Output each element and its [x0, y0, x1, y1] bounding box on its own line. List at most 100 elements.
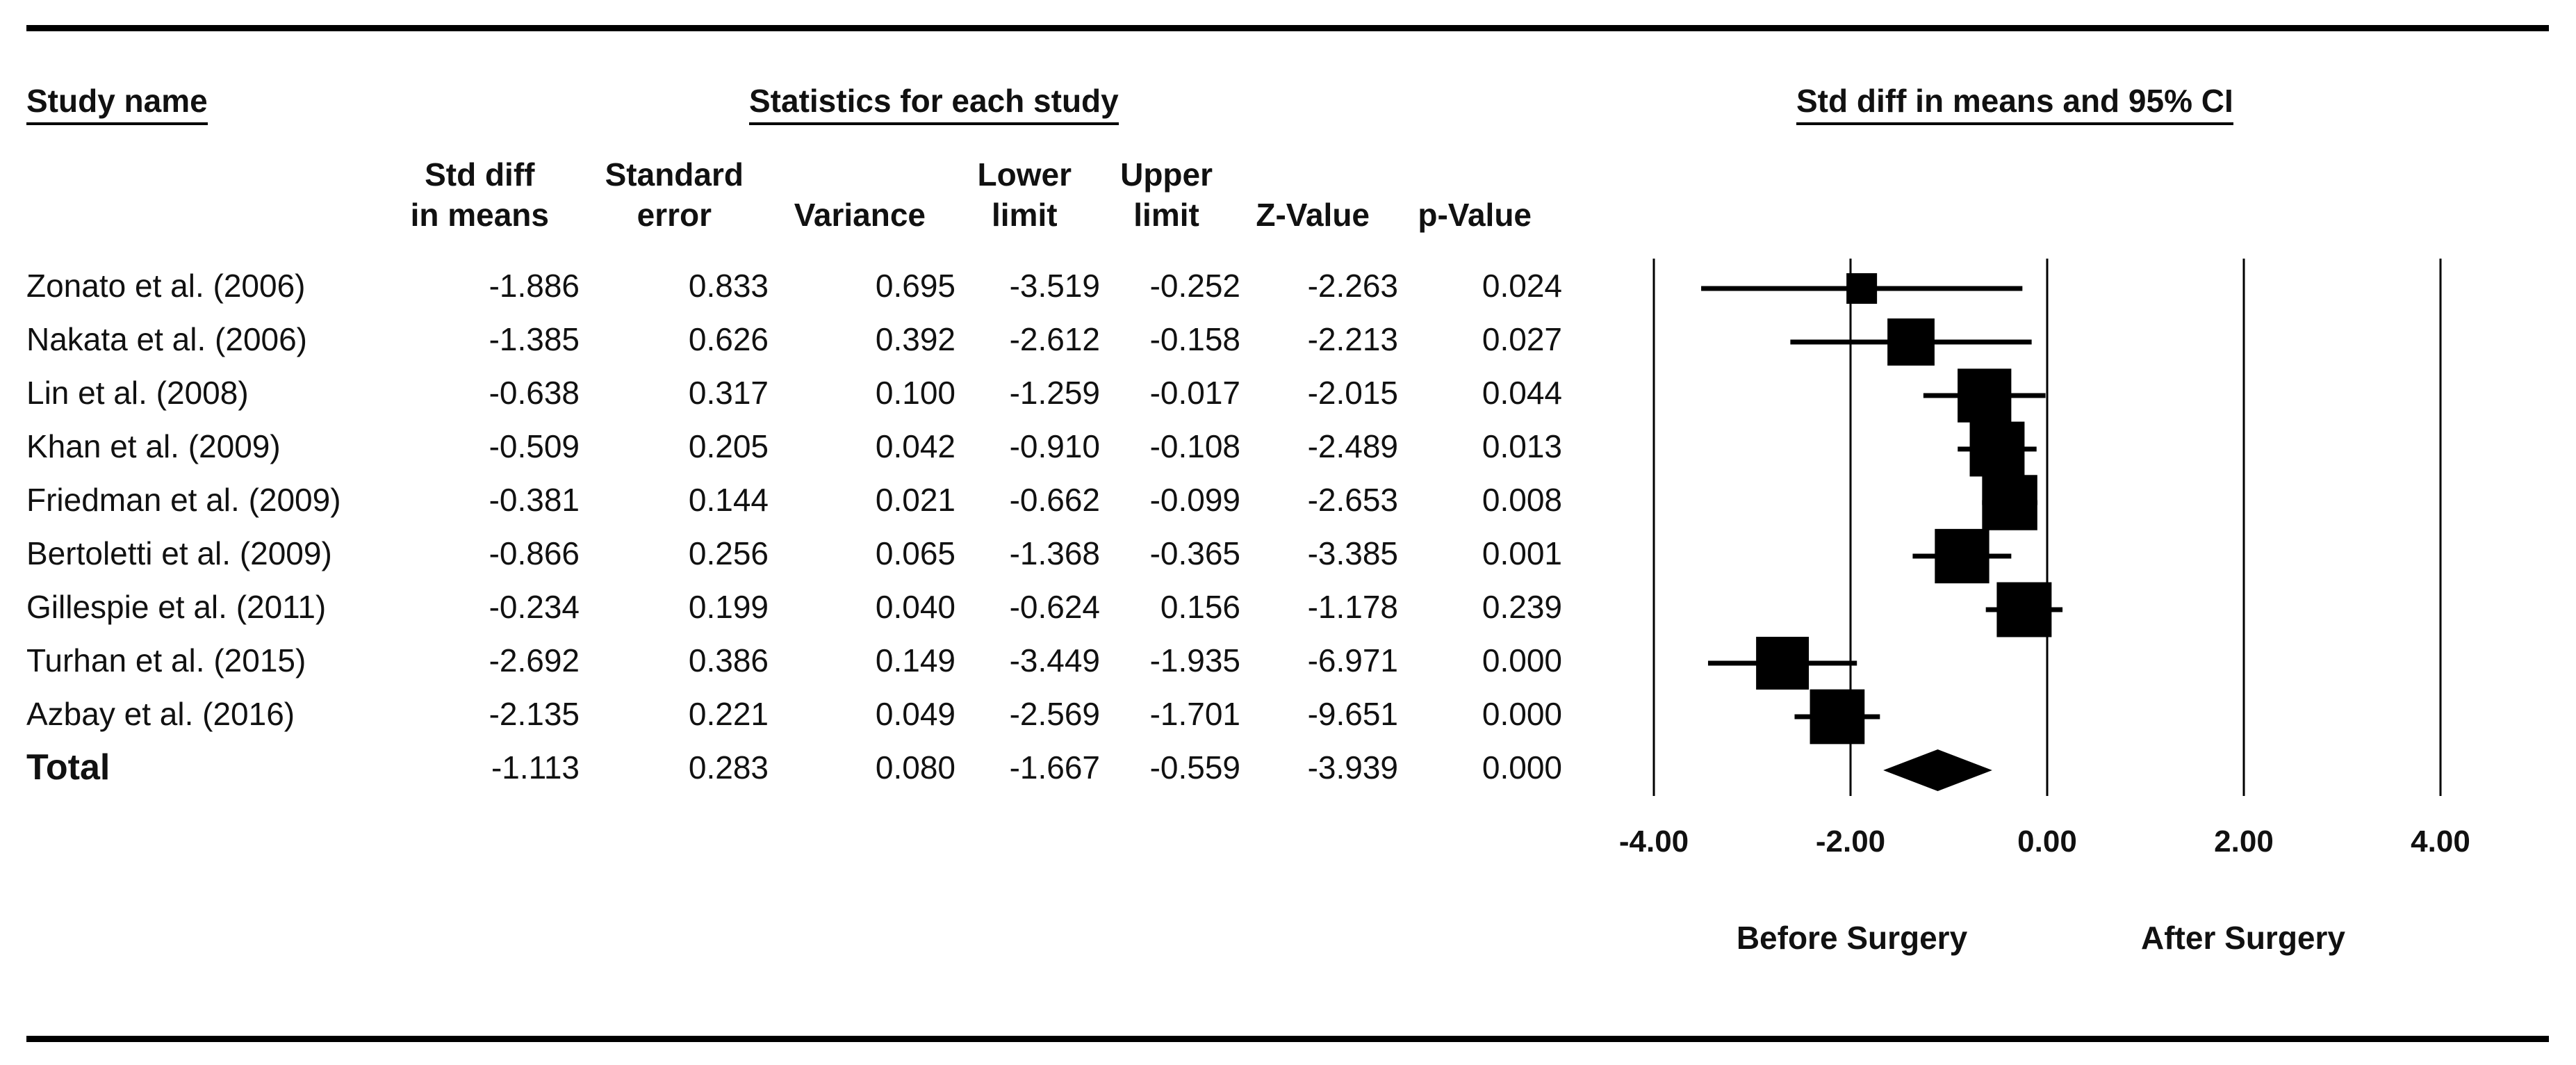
point-estimate-square [1887, 318, 1935, 366]
z-value-cell: -3.939 [1307, 749, 1398, 786]
upper-limit-cell: -0.108 [1149, 428, 1240, 464]
std-error-cell: 0.256 [688, 535, 769, 571]
col-p-value: p-Value [1418, 197, 1532, 233]
lower-limit-cell: -0.910 [1009, 428, 1100, 464]
after-surgery-label: After Surgery [2141, 920, 2345, 956]
study-name-cell: Friedman et al. (2009) [26, 482, 341, 518]
point-estimate-square [1756, 637, 1810, 690]
std-error-cell: 0.317 [688, 375, 769, 411]
point-estimate-square [1996, 582, 2052, 637]
col-standard-error: Standard error [605, 156, 744, 233]
study-name-cell: Nakata et al. (2006) [26, 321, 308, 357]
lower-limit-cell: -0.662 [1009, 482, 1100, 518]
study-name-cell: Gillespie et al. (2011) [26, 589, 327, 625]
table-row: Zonato et al. (2006) -1.886 0.833 0.695 … [26, 261, 1562, 311]
z-value-cell: -9.651 [1307, 696, 1398, 732]
p-value-cell: 0.000 [1482, 696, 1562, 732]
lower-limit-cell: -2.569 [1009, 696, 1100, 732]
std-diff-cell: -1.385 [489, 321, 580, 357]
z-value-cell: -2.653 [1307, 482, 1398, 518]
lower-limit-cell: -1.667 [1009, 749, 1100, 786]
std-diff-cell: -0.509 [489, 428, 580, 464]
variance-cell: 0.021 [875, 482, 955, 518]
std-error-cell: 0.221 [688, 696, 769, 732]
z-value-cell: -1.178 [1307, 589, 1398, 625]
lower-limit-cell: -2.612 [1009, 321, 1100, 357]
study-name-cell: Azbay et al. (2016) [26, 696, 295, 732]
p-value-cell: 0.000 [1482, 749, 1562, 786]
x-tick-label: -2.00 [1816, 824, 1885, 859]
x-tick-label: 2.00 [2214, 824, 2274, 859]
p-value-cell: 0.027 [1482, 321, 1562, 357]
col-lower-limit: Lower limit [977, 156, 1072, 233]
p-value-cell: 0.024 [1482, 268, 1562, 304]
point-estimate-square [1958, 368, 2012, 423]
std-diff-cell: -2.135 [489, 696, 580, 732]
variance-cell: 0.100 [875, 375, 955, 411]
z-value-cell: -2.015 [1307, 375, 1398, 411]
lower-limit-cell: -1.259 [1009, 375, 1100, 411]
std-diff-cell: -0.638 [489, 375, 580, 411]
table-row: Lin et al. (2008) -0.638 0.317 0.100 -1.… [26, 368, 1562, 418]
top-rule [26, 25, 2549, 31]
study-name-cell: Khan et al. (2009) [26, 428, 281, 464]
std-diff-cell: -2.692 [489, 642, 580, 678]
summary-diamond [1883, 749, 1992, 791]
point-estimate-square [1969, 421, 2025, 477]
upper-limit-cell: -1.701 [1149, 696, 1240, 732]
variance-cell: 0.049 [875, 696, 955, 732]
std-error-cell: 0.199 [688, 589, 769, 625]
std-error-cell: 0.144 [688, 482, 769, 518]
col-variance: Variance [794, 197, 926, 233]
z-value-cell: -2.489 [1307, 428, 1398, 464]
p-value-cell: 0.013 [1482, 428, 1562, 464]
point-estimate-square [1810, 689, 1865, 745]
upper-limit-cell: -0.252 [1149, 268, 1240, 304]
study-name-cell: Turhan et al. (2015) [26, 642, 306, 678]
table-row: Khan et al. (2009) -0.509 0.205 0.042 -0… [26, 421, 1562, 471]
p-value-cell: 0.001 [1482, 535, 1562, 571]
std-diff-cell: -1.113 [491, 749, 580, 786]
point-estimate-square [1935, 528, 1990, 584]
variance-cell: 0.042 [875, 428, 955, 464]
col-std-diff: Std diff in means [410, 156, 549, 233]
total-row: Total -1.113 0.283 0.080 -1.667 -0.559 -… [26, 742, 1562, 792]
z-value-cell: -2.213 [1307, 321, 1398, 357]
upper-limit-cell: -0.158 [1149, 321, 1240, 357]
table-row: Friedman et al. (2009) -0.381 0.144 0.02… [26, 475, 1562, 525]
x-tick-label: 4.00 [2411, 824, 2470, 859]
table-row: Nakata et al. (2006) -1.385 0.626 0.392 … [26, 314, 1562, 364]
std-error-cell: 0.833 [688, 268, 769, 304]
variance-cell: 0.392 [875, 321, 955, 357]
z-value-cell: -2.263 [1307, 268, 1398, 304]
study-name-cell: Bertoletti et al. (2009) [26, 535, 332, 571]
std-diff-cell: -1.886 [489, 268, 580, 304]
std-error-cell: 0.283 [688, 749, 769, 786]
variance-cell: 0.695 [875, 268, 955, 304]
bottom-rule [26, 1036, 2549, 1042]
point-estimate-square [1982, 475, 2037, 530]
std-diff-cell: -0.866 [489, 535, 580, 571]
col-upper-limit: Upper limit [1120, 156, 1213, 233]
before-surgery-label: Before Surgery [1737, 920, 1968, 956]
plot-header: Std diff in means and 95% CI [1796, 85, 2233, 125]
variance-cell: 0.065 [875, 535, 955, 571]
upper-limit-cell: -1.935 [1149, 642, 1240, 678]
p-value-cell: 0.239 [1482, 589, 1562, 625]
upper-limit-cell: -0.099 [1149, 482, 1240, 518]
std-diff-cell: -0.234 [489, 589, 580, 625]
std-error-cell: 0.205 [688, 428, 769, 464]
lower-limit-cell: -0.624 [1009, 589, 1100, 625]
z-value-cell: -3.385 [1307, 535, 1398, 571]
p-value-cell: 0.000 [1482, 642, 1562, 678]
col-z-value: Z-Value [1256, 197, 1370, 233]
table-row: Bertoletti et al. (2009) -0.866 0.256 0.… [26, 528, 1562, 578]
lower-limit-cell: -3.449 [1009, 642, 1100, 678]
z-value-cell: -6.971 [1307, 642, 1398, 678]
study-name-cell: Lin et al. (2008) [26, 375, 249, 411]
variance-cell: 0.149 [875, 642, 955, 678]
std-error-cell: 0.626 [688, 321, 769, 357]
p-value-cell: 0.044 [1482, 375, 1562, 411]
statistics-header: Statistics for each study [749, 85, 1119, 125]
lower-limit-cell: -1.368 [1009, 535, 1100, 571]
